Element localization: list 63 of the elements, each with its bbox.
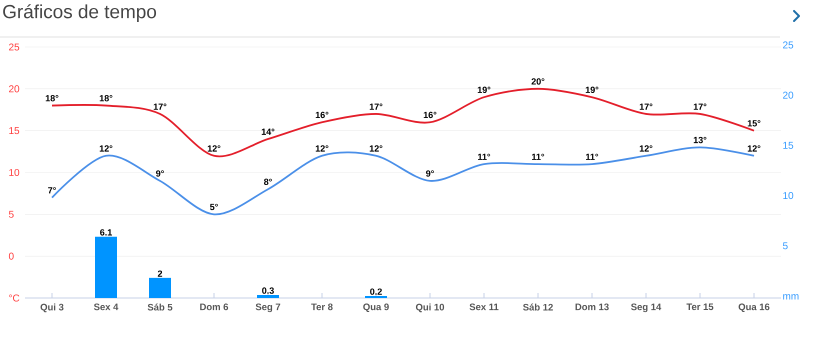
data-label: 13° [694, 136, 706, 144]
data-label: 20° [532, 78, 544, 85]
data-label: 12° [316, 145, 328, 152]
y2-tick-label: 25 [783, 41, 794, 48]
data-label: 7° [48, 187, 56, 194]
y-tick-label: 25 [9, 43, 20, 51]
data-label: 12° [208, 145, 220, 152]
x-tick-label: Qua 9 [363, 304, 389, 312]
y2-tick-label: 20 [783, 92, 794, 99]
x-tick-label: Dom 13 [576, 304, 609, 310]
data-label: 5° [210, 204, 218, 210]
x-tick-label: Qui 3 [40, 304, 64, 312]
data-label: 11° [532, 154, 544, 160]
data-label: 0.3 [262, 287, 274, 294]
data-label: 6.1 [100, 229, 112, 236]
y-tick-label: 20 [9, 85, 20, 92]
data-label: 11° [586, 154, 598, 160]
bar [149, 278, 172, 298]
data-label: 16° [424, 112, 436, 118]
x-tick-label: Seg 14 [631, 304, 662, 312]
y-tick-label: 10 [9, 168, 20, 176]
bar [95, 236, 118, 298]
bar [257, 294, 280, 298]
y-tick-label: °C [9, 294, 20, 302]
x-tick-label: Dom 6 [200, 304, 228, 310]
x-tick-label: Ter 15 [686, 304, 714, 310]
data-label: 8° [264, 178, 272, 186]
x-tick-label: Qua 16 [738, 304, 770, 312]
data-label: 17° [370, 104, 382, 110]
x-tick-label: Ter 8 [311, 304, 333, 310]
data-label: 2 [158, 270, 162, 277]
data-label: 12° [100, 145, 112, 152]
data-label: 14° [262, 128, 274, 135]
data-label: 17° [154, 104, 166, 110]
y-tick-label: 15 [9, 127, 20, 134]
data-label: 0.2 [370, 288, 382, 295]
data-label: 17° [640, 104, 652, 110]
y2-tick-label: 5 [782, 242, 788, 250]
data-label: 12° [748, 145, 760, 152]
x-tick-label: Seg 7 [256, 304, 280, 312]
x-tick-label: Sáb 12 [523, 304, 553, 311]
chart-title: Gráficos de tempo [3, 4, 156, 22]
data-label: 12° [640, 145, 652, 152]
data-label: 18° [100, 95, 112, 102]
y2-tick-label: mm [783, 294, 798, 300]
data-label: 19° [478, 86, 490, 94]
data-label: 16° [316, 112, 328, 118]
data-label: 15° [748, 120, 760, 126]
data-label: 9° [156, 170, 164, 177]
data-label: 9° [426, 170, 434, 177]
x-tick-label: Sáb 5 [148, 304, 172, 311]
y-tick-label: 0 [8, 252, 14, 260]
x-tick-label: Sex 4 [94, 304, 118, 310]
data-label: 17° [694, 104, 706, 110]
y2-tick-label: 10 [783, 192, 794, 200]
x-tick-label: Sex 11 [470, 304, 498, 310]
x-tick-label: Qui 10 [416, 304, 444, 312]
data-label: 19° [586, 86, 598, 94]
data-label: 18° [46, 95, 58, 102]
data-label: 11° [478, 154, 490, 160]
data-label: 12° [370, 145, 382, 152]
y-tick-label: 5 [8, 210, 14, 218]
y2-tick-label: 15 [783, 142, 794, 149]
